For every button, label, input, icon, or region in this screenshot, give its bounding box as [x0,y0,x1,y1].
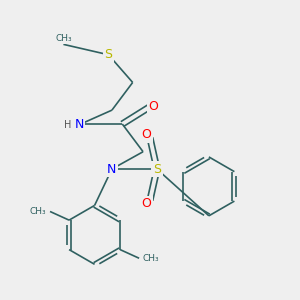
Text: H: H [64,120,71,130]
Text: N: N [107,163,117,176]
Text: N: N [74,118,84,130]
Text: CH₃: CH₃ [142,254,159,263]
Text: CH₃: CH₃ [55,34,72,43]
Text: S: S [104,48,112,61]
Text: O: O [142,197,152,210]
Text: O: O [142,128,152,141]
Text: O: O [148,100,158,113]
Text: S: S [153,163,161,176]
Text: CH₃: CH₃ [30,207,46,216]
